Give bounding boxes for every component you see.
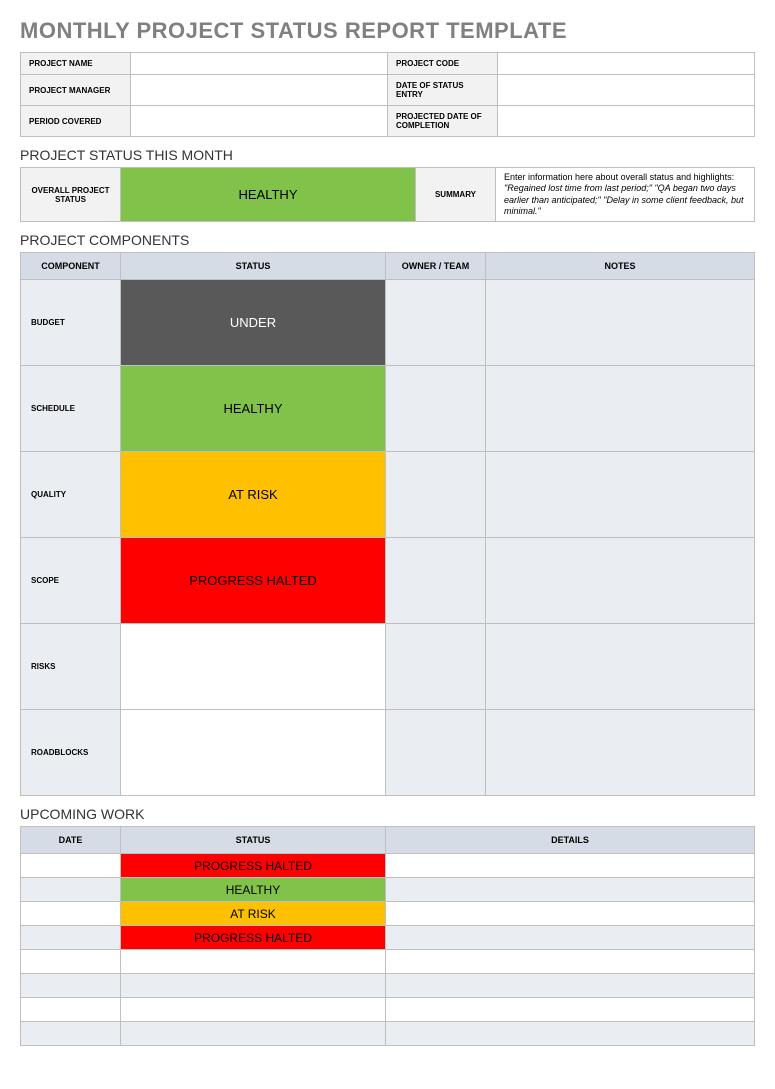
components-column-header: NOTES <box>486 253 755 280</box>
component-label: BUDGET <box>21 280 121 366</box>
component-row: BUDGETUNDER <box>21 280 755 366</box>
info-value[interactable] <box>131 53 388 75</box>
upcoming-details[interactable] <box>386 902 755 926</box>
upcoming-details[interactable] <box>386 998 755 1022</box>
upcoming-date[interactable] <box>21 926 121 950</box>
component-row: SCHEDULEHEALTHY <box>21 366 755 452</box>
upcoming-column-header: DATE <box>21 827 121 854</box>
components-section-heading: PROJECT COMPONENTS <box>20 232 755 248</box>
component-label: QUALITY <box>21 452 121 538</box>
component-row: ROADBLOCKS <box>21 710 755 796</box>
component-owner[interactable] <box>386 452 486 538</box>
upcoming-status: PROGRESS HALTED <box>121 926 386 950</box>
upcoming-date[interactable] <box>21 854 121 878</box>
upcoming-section-heading: UPCOMING WORK <box>20 806 755 822</box>
component-row: SCOPEPROGRESS HALTED <box>21 538 755 624</box>
component-notes[interactable] <box>486 538 755 624</box>
component-label: ROADBLOCKS <box>21 710 121 796</box>
overall-status-label: OVERALL PROJECT STATUS <box>21 168 121 222</box>
components-table: COMPONENTSTATUSOWNER / TEAMNOTES BUDGETU… <box>20 252 755 796</box>
component-status: UNDER <box>121 280 386 366</box>
upcoming-status <box>121 974 386 998</box>
info-label: DATE OF STATUS ENTRY <box>388 75 498 106</box>
component-status <box>121 624 386 710</box>
upcoming-status <box>121 950 386 974</box>
info-label: PERIOD COVERED <box>21 106 131 137</box>
components-column-header: STATUS <box>121 253 386 280</box>
upcoming-column-header: STATUS <box>121 827 386 854</box>
info-label: PROJECT CODE <box>388 53 498 75</box>
upcoming-row: AT RISK <box>21 902 755 926</box>
upcoming-row <box>21 974 755 998</box>
upcoming-date[interactable] <box>21 902 121 926</box>
upcoming-details[interactable] <box>386 974 755 998</box>
component-notes[interactable] <box>486 710 755 796</box>
component-label: RISKS <box>21 624 121 710</box>
upcoming-status <box>121 998 386 1022</box>
upcoming-date[interactable] <box>21 998 121 1022</box>
component-notes[interactable] <box>486 366 755 452</box>
info-value[interactable] <box>131 106 388 137</box>
upcoming-details[interactable] <box>386 950 755 974</box>
upcoming-column-header: DETAILS <box>386 827 755 854</box>
component-notes[interactable] <box>486 624 755 710</box>
upcoming-row <box>21 1022 755 1046</box>
upcoming-row: HEALTHY <box>21 878 755 902</box>
status-section-heading: PROJECT STATUS THIS MONTH <box>20 147 755 163</box>
summary-lead: Enter information here about overall sta… <box>504 172 734 182</box>
component-notes[interactable] <box>486 280 755 366</box>
info-value[interactable] <box>498 75 755 106</box>
component-status: PROGRESS HALTED <box>121 538 386 624</box>
upcoming-status: AT RISK <box>121 902 386 926</box>
upcoming-row <box>21 998 755 1022</box>
info-label: PROJECTED DATE OF COMPLETION <box>388 106 498 137</box>
status-this-month-table: OVERALL PROJECT STATUS HEALTHY SUMMARY E… <box>20 167 755 222</box>
components-column-header: COMPONENT <box>21 253 121 280</box>
upcoming-row: PROGRESS HALTED <box>21 926 755 950</box>
project-info-table: PROJECT NAME PROJECT CODE PROJECT MANAGER D… <box>20 52 755 137</box>
page-title: MONTHLY PROJECT STATUS REPORT TEMPLATE <box>20 18 755 44</box>
summary-text: Enter information here about overall sta… <box>496 168 755 222</box>
upcoming-date[interactable] <box>21 878 121 902</box>
component-notes[interactable] <box>486 452 755 538</box>
component-owner[interactable] <box>386 280 486 366</box>
component-owner[interactable] <box>386 538 486 624</box>
upcoming-date[interactable] <box>21 1022 121 1046</box>
upcoming-row <box>21 950 755 974</box>
info-value[interactable] <box>131 75 388 106</box>
info-label: PROJECT NAME <box>21 53 131 75</box>
summary-label: SUMMARY <box>416 168 496 222</box>
components-column-header: OWNER / TEAM <box>386 253 486 280</box>
upcoming-status: PROGRESS HALTED <box>121 854 386 878</box>
component-status: AT RISK <box>121 452 386 538</box>
info-value[interactable] <box>498 106 755 137</box>
component-label: SCOPE <box>21 538 121 624</box>
component-status <box>121 710 386 796</box>
component-owner[interactable] <box>386 710 486 796</box>
component-owner[interactable] <box>386 366 486 452</box>
upcoming-date[interactable] <box>21 974 121 998</box>
upcoming-details[interactable] <box>386 926 755 950</box>
component-row: RISKS <box>21 624 755 710</box>
component-owner[interactable] <box>386 624 486 710</box>
overall-status-value: HEALTHY <box>121 168 416 222</box>
upcoming-details[interactable] <box>386 878 755 902</box>
info-value[interactable] <box>498 53 755 75</box>
component-label: SCHEDULE <box>21 366 121 452</box>
summary-italic: "Regained lost time from last period;" "… <box>504 183 744 216</box>
upcoming-details[interactable] <box>386 854 755 878</box>
upcoming-status <box>121 1022 386 1046</box>
component-status: HEALTHY <box>121 366 386 452</box>
upcoming-status: HEALTHY <box>121 878 386 902</box>
upcoming-details[interactable] <box>386 1022 755 1046</box>
info-label: PROJECT MANAGER <box>21 75 131 106</box>
upcoming-row: PROGRESS HALTED <box>21 854 755 878</box>
component-row: QUALITYAT RISK <box>21 452 755 538</box>
upcoming-work-table: DATESTATUSDETAILS PROGRESS HALTEDHEALTHY… <box>20 826 755 1046</box>
upcoming-date[interactable] <box>21 950 121 974</box>
